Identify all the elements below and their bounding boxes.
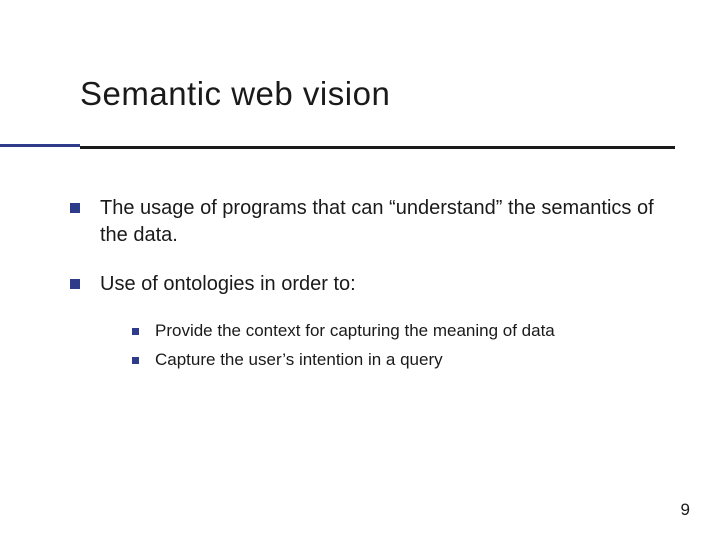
list-item: Capture the user’s intention in a query [132,349,670,372]
slide-body: The usage of programs that can “understa… [70,195,670,378]
page-number: 9 [681,500,690,520]
sub-list: Provide the context for capturing the me… [132,320,670,372]
list-item: Provide the context for capturing the me… [132,320,670,343]
slide-title: Semantic web vision [80,75,390,113]
square-bullet-icon [70,203,80,213]
title-block: Semantic web vision [80,75,390,113]
square-bullet-icon [70,279,80,289]
list-item: Use of ontologies in order to: [70,271,670,298]
bullet-text: The usage of programs that can “understa… [100,195,670,249]
slide: Semantic web vision The usage of program… [0,0,720,540]
bullet-text: Use of ontologies in order to: [100,271,356,298]
list-item: The usage of programs that can “understa… [70,195,670,249]
square-bullet-icon [132,357,139,364]
bullet-text: Provide the context for capturing the me… [155,320,555,343]
title-accent-line [0,144,80,147]
title-separator-line [80,146,675,149]
bullet-text: Capture the user’s intention in a query [155,349,443,372]
square-bullet-icon [132,328,139,335]
